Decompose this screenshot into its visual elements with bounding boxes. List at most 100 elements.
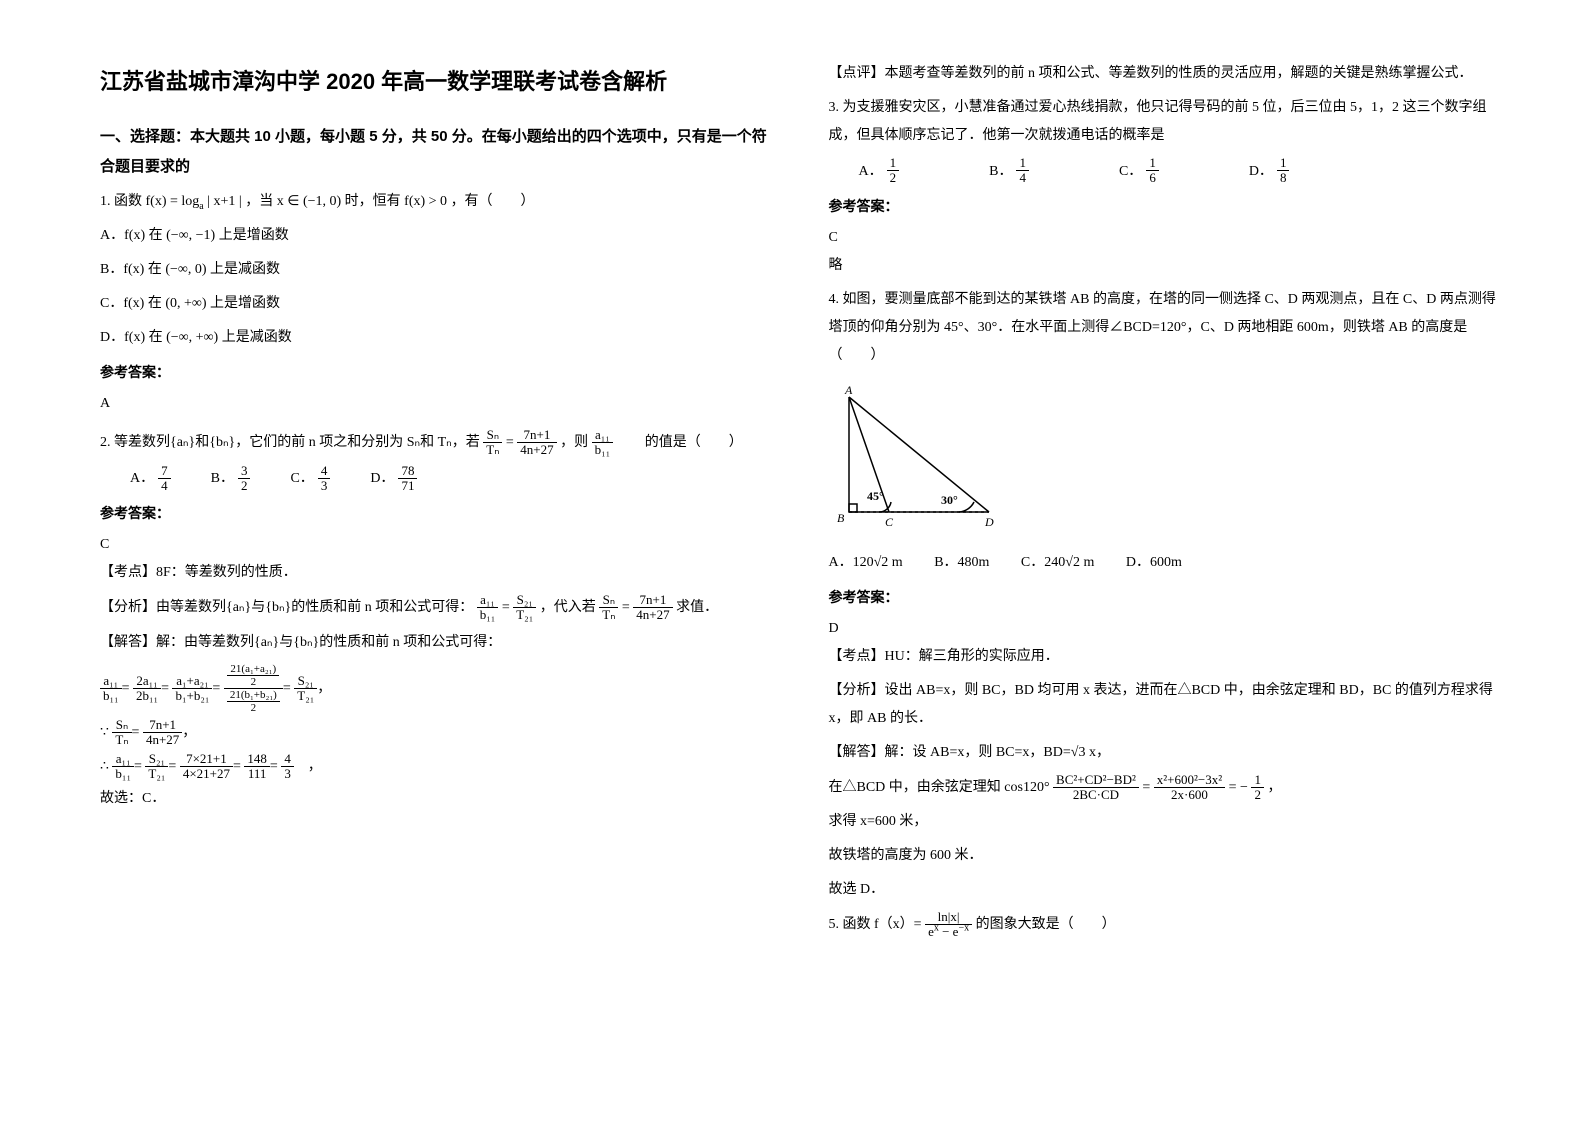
q4-ans-label: 参考答案： — [829, 583, 1498, 611]
q3-ans: C — [829, 224, 1498, 252]
q2-fr3-n: a₁₁ — [592, 428, 614, 443]
q2-opt-d: D．7871 — [370, 464, 417, 494]
q3-b-d: 4 — [1016, 171, 1029, 185]
q2-fx-b: ，代入若 — [540, 600, 596, 615]
q3-ans-label: 参考答案： — [829, 192, 1498, 220]
q2-a-n: 7 — [158, 464, 171, 479]
q4-stem: 4. 如图，要测量底部不能到达的某铁塔 AB 的高度，在塔的同一侧选择 C、D … — [829, 286, 1498, 370]
q2-l1-e: a₁+a₂₁ — [172, 674, 212, 689]
q2-dianping: 【点评】本题考查等差数列的前 n 项和公式、等差数列的性质的灵活应用，解题的关键… — [829, 60, 1498, 88]
q2-l1-b: b₁₁ — [100, 689, 122, 703]
q1-b-r: (−∞, 0) — [165, 262, 206, 277]
q2-kaodian: 【考点】8F：等差数列的性质． — [100, 559, 769, 587]
q3-d-d: 8 — [1277, 171, 1290, 185]
q4-kaodian: 【考点】HU：解三角形的实际应用． — [829, 643, 1498, 671]
q2-c-d: 3 — [318, 479, 331, 493]
q2-c-n: 4 — [318, 464, 331, 479]
q2-l1-a: a₁₁ — [100, 674, 122, 689]
q5-dc: − e — [939, 924, 959, 939]
q2-l3-pre: ∴ — [100, 759, 109, 774]
q2-d-d: 71 — [398, 479, 417, 493]
q2-fx-fr4d: 4n+27 — [633, 608, 672, 622]
q4-fr1n: BC²+CD²−BD² — [1053, 773, 1139, 788]
q2-stem: 2. 等差数列{aₙ}和{bₙ}，它们的前 n 项之和分别为 Sₙ和 Tₙ，若 … — [100, 428, 769, 458]
q2-fr3: a₁₁b₁₁ — [592, 428, 614, 458]
q3-opt-d: D．18 — [1249, 156, 1290, 186]
q3-a-n: 1 — [887, 156, 900, 171]
q2-fr2-n: 7n+1 — [517, 428, 556, 443]
q1-c-tail: 上是增函数 — [210, 296, 280, 311]
q2-tail: 故选：C． — [100, 785, 769, 813]
q4-opt-c: C．240√2 m — [1021, 555, 1094, 570]
q2-l3-g: 148 — [244, 752, 270, 767]
q4-fr2n: x²+600²−3x² — [1154, 773, 1225, 788]
q2-l3-a: a₁₁ — [112, 752, 134, 767]
q2-fx-fr1n: a₁₁ — [477, 593, 499, 608]
q2-c-l: C． — [290, 465, 313, 493]
q2-l3-i: 4 — [281, 752, 294, 767]
q4-fr3d: 2 — [1251, 788, 1264, 802]
q3-opt-c: C．16 — [1119, 156, 1159, 186]
q1-d-t: 在 — [149, 330, 163, 345]
q4-fr1d: 2BC·CD — [1053, 788, 1139, 802]
q2-fr3-d: b₁₁ — [592, 443, 614, 457]
q2-opt-b: B．32 — [211, 464, 251, 494]
q2-l3-b: b₁₁ — [112, 767, 134, 781]
q1-t2: ，当 — [245, 194, 273, 209]
q2-l2-a: Sₙ — [112, 718, 131, 733]
q1-c-t: 在 — [148, 296, 162, 311]
q2-line2: ∵ SₙTₙ= 7n+14n+27， — [100, 718, 769, 748]
q2-eq: = — [506, 435, 514, 450]
q5-dd: −x — [958, 923, 969, 934]
q2-l1-i: T₂₁ — [294, 689, 317, 703]
q2-fr2: 7n+14n+27 — [517, 428, 556, 458]
q1-stem: 1. 函数 f(x) = loga | x+1 | ，当 x ∈ (−1, 0)… — [100, 188, 769, 216]
q3-c-l: C． — [1119, 158, 1142, 186]
q2-fx-fr3n: Sₙ — [599, 593, 618, 608]
q2-l3-j: 3 — [281, 767, 294, 781]
q2-ans: C — [100, 531, 769, 559]
q1-b-t: 在 — [148, 262, 162, 277]
q3-d-n: 1 — [1277, 156, 1290, 171]
q1-t4: ，有（ ） — [451, 194, 535, 209]
q4-jdb-t: 在△BCD 中，由余弦定理知 cos120° — [829, 780, 1050, 795]
q2-l2-b: Tₙ — [112, 733, 131, 747]
q2-ans-label: 参考答案： — [100, 499, 769, 527]
q2-opt-c: C． 43 — [290, 464, 330, 494]
q2-opts: A． 7 4 B．32 C． 43 D．7871 — [130, 464, 769, 494]
q1-a-t: 在 — [149, 228, 163, 243]
q2-t3: 的值是（ ） — [617, 435, 743, 450]
q2-fx-eq1: = — [502, 600, 510, 615]
q2-l3-h: 111 — [244, 767, 270, 781]
q2-l1-h: S₂₁ — [294, 674, 317, 689]
q1-dom: x ∈ (−1, 0) — [277, 194, 341, 209]
q1-d-tail: 上是减函数 — [222, 330, 292, 345]
q4-opt-b: B．480m — [934, 555, 989, 570]
q2-l1-gbn: 21(b₁+b₂₁) — [227, 689, 280, 702]
q3-b-l: B． — [989, 158, 1012, 186]
q1-cond: f(x) > 0 — [404, 194, 447, 209]
q2-b-n: 3 — [238, 464, 251, 479]
q3-opt-b: B．14 — [989, 156, 1029, 186]
q1-opt-a: A．f(x) 在 (−∞, −1) 上是增函数 — [100, 222, 769, 250]
q2-fx-fr1d: b₁₁ — [477, 608, 499, 622]
q4-fr2d: 2x·600 — [1154, 788, 1225, 802]
q3-a-l: A． — [859, 158, 883, 186]
q4-eq1: = — [1142, 780, 1150, 795]
q2-t1: 2. 等差数列{aₙ}和{bₙ}，它们的前 n 项之和分别为 Sₙ和 Tₙ，若 — [100, 435, 480, 450]
q5-stem: 5. 函数 f（x）= ln|x| ex − e−x 的图象大致是（ ） — [829, 910, 1498, 940]
q2-l1-gbd: 2 — [227, 702, 280, 714]
q1-opt-b: B．f(x) 在 (−∞, 0) 上是减函数 — [100, 256, 769, 284]
q2-fx-fr4n: 7n+1 — [633, 593, 672, 608]
q2-fenxi: 【分析】由等差数列{aₙ}与{bₙ}的性质和前 n 项和公式可得： a₁₁b₁₁… — [100, 593, 769, 623]
q3-a-d: 2 — [887, 171, 900, 185]
q2-a-l: A． — [130, 465, 154, 493]
q2-l1-c: 2a₁₁ — [133, 674, 161, 689]
section-1-head: 一、选择题：本大题共 10 小题，每小题 5 分，共 50 分。在每小题给出的四… — [100, 122, 769, 182]
q2-l1-f: b₁+b₂₁ — [172, 689, 212, 703]
q2-fr1: SₙTₙ — [483, 428, 502, 458]
diag-ang45: 45° — [867, 489, 884, 503]
q2-l1-d: 2b₁₁ — [133, 689, 161, 703]
q2-d-l: D． — [370, 465, 394, 493]
q2-opt-a: A．74 — [130, 464, 171, 494]
